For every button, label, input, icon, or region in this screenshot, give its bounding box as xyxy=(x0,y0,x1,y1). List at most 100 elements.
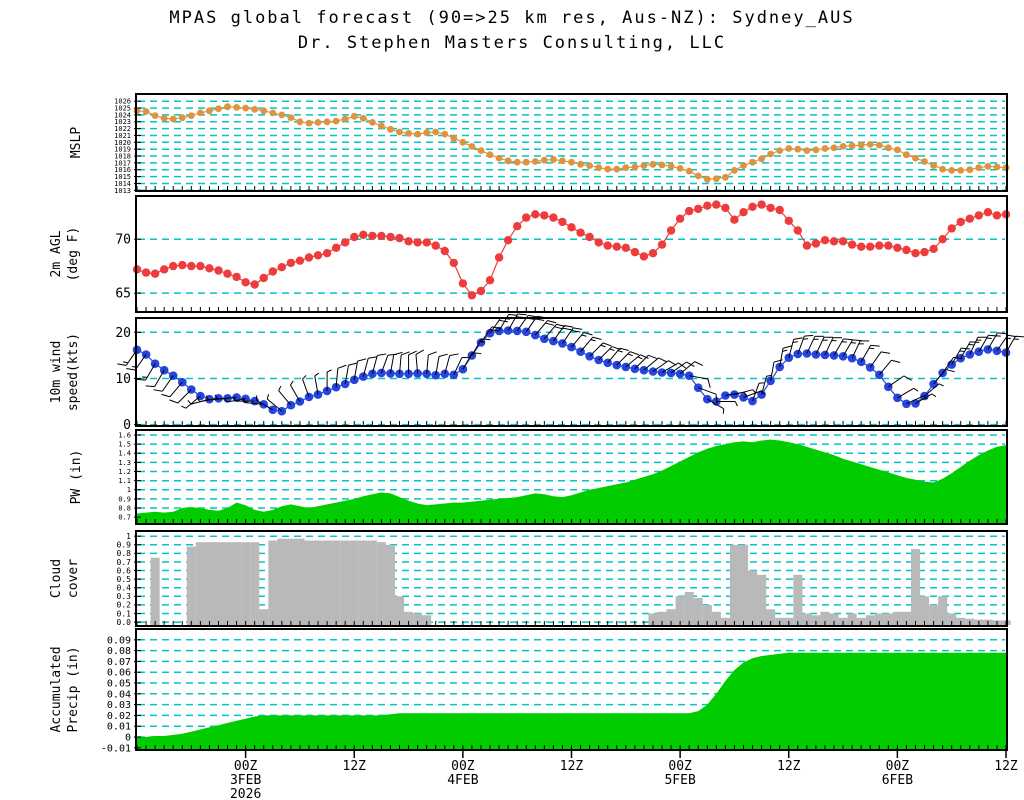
cloud-bar xyxy=(947,613,957,625)
pw-ytick-label: 0.8 xyxy=(118,505,131,513)
time-axis-label: 3FEB xyxy=(230,773,261,788)
cloud-bar xyxy=(150,557,160,625)
temp-dot xyxy=(223,269,232,278)
temp-dot xyxy=(503,236,513,245)
temp-dot xyxy=(838,237,848,246)
cloud-bar xyxy=(304,540,314,625)
mslp-dot xyxy=(857,141,865,149)
mslp-dot xyxy=(586,162,593,170)
precip-ytick-label: 0.06 xyxy=(107,668,131,679)
cloud-bar xyxy=(711,611,721,625)
temp-dot xyxy=(558,217,567,227)
cloud-bar xyxy=(847,613,857,625)
temp-dot xyxy=(386,232,395,242)
precip-ytick-label: 0.08 xyxy=(107,646,131,657)
cloud-bar xyxy=(186,546,196,625)
panel-precip: 0.090.080.070.060.050.040.030.020.010-0.… xyxy=(49,628,1008,754)
wind-axis-title: 10m wind xyxy=(49,341,64,404)
cloud-bar xyxy=(223,542,233,625)
mslp-dot xyxy=(613,165,621,173)
temp-dot xyxy=(748,202,757,211)
precip-ytick-label: 0.09 xyxy=(107,635,131,646)
panel-cloud: 10.90.80.70.60.50.40.30.20.10.0 Cloud cove… xyxy=(49,530,1011,627)
cloud-bar xyxy=(793,574,803,625)
cloud-bar xyxy=(739,544,749,625)
mslp-dot xyxy=(504,157,512,165)
mslp-dot xyxy=(957,167,965,174)
temp-dot xyxy=(766,203,775,213)
mslp-dot xyxy=(414,130,421,138)
mslp-dot xyxy=(296,118,304,126)
pw-ytick-label: 1.4 xyxy=(118,450,131,458)
temp-dot xyxy=(485,276,495,285)
mslp-dot xyxy=(260,107,268,115)
temp-dot xyxy=(359,230,368,239)
temp-dot xyxy=(585,232,594,242)
temp-dot xyxy=(513,222,522,231)
temp-dot xyxy=(377,231,386,241)
temp-dot xyxy=(286,258,296,268)
cloud-ytick-label: 0.0 xyxy=(117,618,132,627)
temp-dot xyxy=(232,272,241,282)
mslp-dot xyxy=(712,175,720,183)
cloud-bar xyxy=(376,542,386,625)
mslp-dot xyxy=(676,165,684,172)
temp-dot xyxy=(169,261,178,271)
cloud-bar xyxy=(811,615,821,625)
mslp-dot xyxy=(685,167,693,175)
temp-dot xyxy=(866,242,875,251)
wind-dot xyxy=(549,336,558,346)
temp-axis-title: 2m AGL xyxy=(49,230,64,277)
temp-dot xyxy=(431,241,440,250)
temp-dot xyxy=(476,286,486,296)
time-axis-label: 2026 xyxy=(230,787,261,800)
panel-wind: 20 10 0 10m wind speed(kts) xyxy=(49,313,1024,433)
mslp-dot xyxy=(975,164,983,172)
cloud-bar xyxy=(232,542,242,625)
temp-dot xyxy=(648,249,658,258)
cloud-bar xyxy=(413,613,423,625)
mslp-dot xyxy=(350,112,358,120)
cloud-bar xyxy=(766,609,776,625)
mslp-dot xyxy=(866,141,874,148)
temp-axis-title: (deg F) xyxy=(66,227,81,282)
pw-area xyxy=(137,439,1006,523)
mslp-axis-title: MSLP xyxy=(69,127,84,158)
mslp-dot xyxy=(966,166,974,174)
mslp-dot xyxy=(758,155,765,163)
mslp-dot xyxy=(803,147,811,155)
wind-dot xyxy=(693,383,703,393)
temp-dot xyxy=(250,280,259,289)
cloud-ytick-label: 0.1 xyxy=(117,609,132,618)
wind-dot xyxy=(503,326,513,335)
temp-dot xyxy=(938,235,947,244)
cloud-bar xyxy=(648,613,658,625)
temp-dot xyxy=(965,214,974,223)
temp-dot xyxy=(621,243,630,252)
mslp-dot xyxy=(468,143,476,150)
temp-dot xyxy=(630,247,640,257)
mslp-dot xyxy=(405,130,412,137)
mslp-dot xyxy=(187,112,195,119)
mslp-ytick-label: 1013 xyxy=(114,187,131,195)
precip-axis-title: Precip (in) xyxy=(66,646,81,732)
cloud-bar xyxy=(404,611,414,625)
mslp-dot xyxy=(287,114,295,122)
cloud-bar xyxy=(395,596,405,625)
temp-dot xyxy=(730,215,739,224)
temp-dot xyxy=(594,238,603,247)
cloud-bar xyxy=(367,540,377,625)
wind-ytick-label: 0 xyxy=(123,418,131,433)
cloud-bar xyxy=(295,538,305,625)
mslp-dot xyxy=(495,154,503,162)
temp-dot xyxy=(422,238,431,247)
temp-dot xyxy=(929,244,938,254)
chart-title: MPAS global forecast (90=>25 km res, Aus… xyxy=(169,8,855,28)
mslp-ytick-label: 1021 xyxy=(114,132,131,140)
mslp-ytick-label: 1026 xyxy=(114,98,131,106)
temp-dot xyxy=(341,238,350,247)
mslp-ytick-label: 1019 xyxy=(114,146,131,154)
